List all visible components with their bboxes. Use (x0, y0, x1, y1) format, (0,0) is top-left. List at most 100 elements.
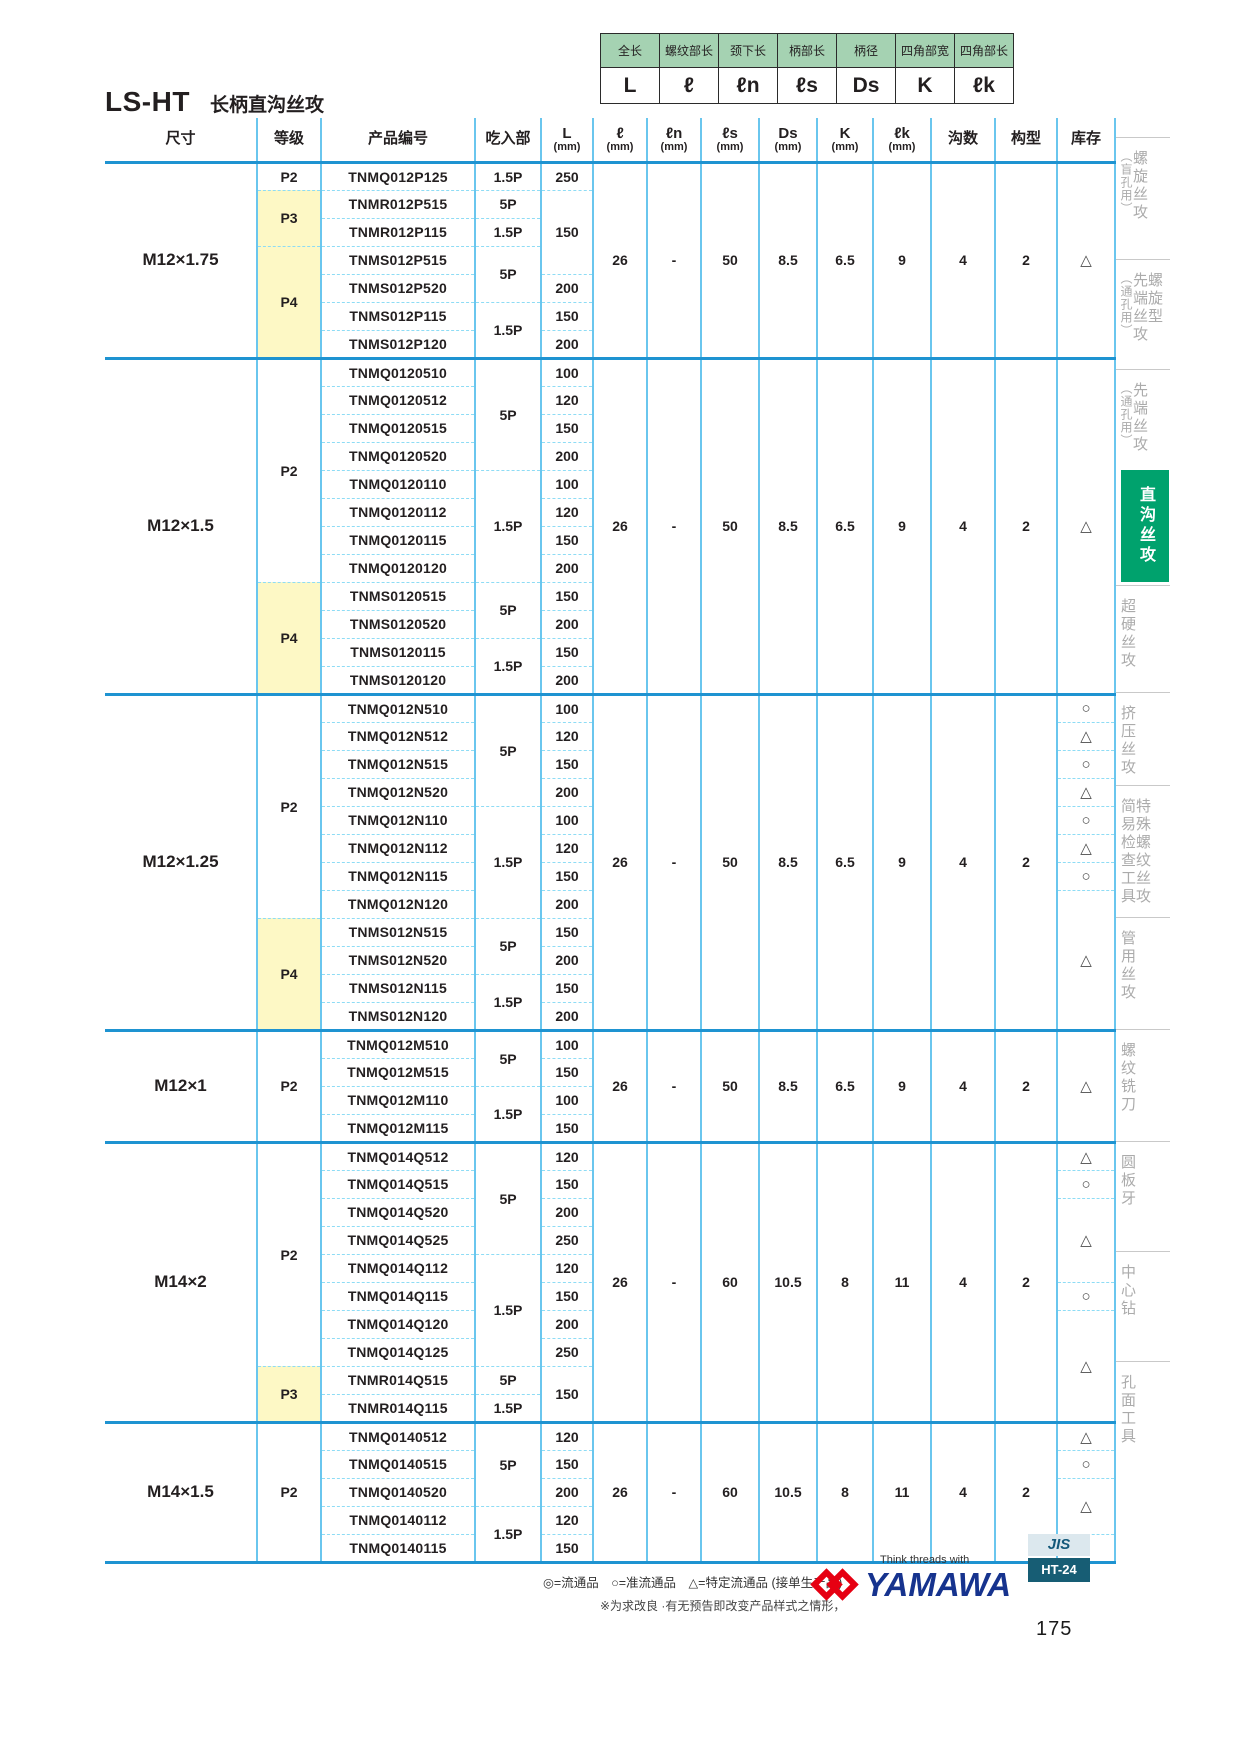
table-row: P3 TNMR012P515 5P 150 (105, 189, 1115, 274)
sidebar-tab-special-thread-tap-inspection-tools[interactable]: 特殊螺纹丝攻 简易检查工具 (1119, 798, 1151, 906)
sidebar-tab-text: （通孔用） (1119, 382, 1133, 447)
col-header-12: 构型 (994, 118, 1058, 164)
spec-label-0: 全长 (600, 33, 660, 68)
cell-chamfer: 5P (474, 1140, 542, 1254)
footer-note: ※为求改良 ·有无预告即改变产品样式之情形， (600, 1599, 846, 1613)
table-row: TNMQ012N115 150 ○ (105, 861, 1116, 890)
sidebar-tab-point-tap-through-hole[interactable]: 先端丝攻 （通孔用） (1119, 382, 1148, 454)
cell-product-number: TNMQ012N112 (320, 833, 476, 862)
cell-overall-length: 150 (540, 1057, 594, 1086)
cell-overall-length: 150 (540, 1533, 594, 1562)
cell-overall-length: 200 (540, 889, 594, 918)
sidebar-tab-forming-tap[interactable]: 挤压丝攻 (1119, 705, 1136, 777)
spec-label-1: 螺纹部长 (659, 33, 719, 68)
cell-stock-symbol: △ (1056, 1309, 1116, 1422)
cell-flutes: 4 (930, 692, 996, 1030)
table-row: TNMQ012N120 200 △ (105, 889, 1116, 1030)
sidebar-tab-thread-mill[interactable]: 螺纹铣刀 (1119, 1042, 1136, 1114)
sidebar-tab-straight-flute-tap[interactable]: 直沟丝攻 (1121, 470, 1169, 582)
page-title: LS-HT 长柄直沟丝攻 (105, 86, 324, 118)
cell-stock-symbol: ○ (1056, 1281, 1116, 1310)
cell-stock-symbol: △ (1056, 160, 1116, 358)
col-header-label: 库存 (1070, 130, 1101, 148)
cell-shank-dia: 8.5 (758, 160, 818, 358)
cell-square-length: 9 (872, 356, 932, 694)
cell-style: 2 (994, 692, 1058, 1030)
cell-overall-length: 150 (540, 973, 594, 1002)
col-header-label: 构型 (1010, 130, 1041, 148)
table-row: M14×1.5 P2 TNMQ0140512 5P 120 26-60 10.5 8 11 4 2 △ (104, 1420, 1116, 1562)
cell-shank-dia: 10.5 (758, 1420, 818, 1562)
cell-product-number: TNMR012P115 (320, 217, 476, 246)
yamawa-diamond-logo-icon (810, 1566, 862, 1615)
cell-product-number: TNMS012P120 (320, 329, 476, 358)
cell-overall-length: 120 (540, 1505, 594, 1534)
spec-label-2: 颈下长 (718, 33, 778, 68)
table-row: TNMQ012M110 1.5P 100 (105, 1085, 1115, 1142)
cell-product-number: TNMQ0140520 (320, 1477, 476, 1506)
cell-product-number: TNMR014Q115 (320, 1393, 476, 1422)
cell-chamfer: 1.5P (474, 301, 542, 358)
table-row: TNMS012P120 200 (105, 329, 1115, 358)
cell-stock-symbol: △ (1056, 1420, 1116, 1450)
sidebar-tab-text: 螺纹铣刀 (1119, 1042, 1136, 1114)
cell-grade: P2 (256, 692, 322, 918)
sidebar-tab-text: 直沟丝攻 (1137, 486, 1154, 566)
sidebar-tab-spiral-tap-blind-hole[interactable]: 螺旋丝攻 （盲孔用） (1119, 150, 1148, 222)
table-row: TNMQ014Q120 200 △ (105, 1309, 1116, 1422)
cell-thread-length: 26 (592, 1140, 648, 1422)
cell-square-width: 6.5 (816, 692, 874, 1030)
table-row: TNMQ0120112 120 (105, 497, 1115, 526)
col-header-label: K (839, 124, 851, 142)
table-row: TNMQ0120115 150 (105, 525, 1115, 554)
cell-thread-length: 26 (592, 1420, 648, 1562)
cell-product-number: TNMQ012M115 (320, 1113, 476, 1142)
sidebar-tab-rule (1116, 917, 1170, 918)
cell-overall-length: 150 (540, 413, 594, 442)
cell-product-number: TNMS012N515 (320, 917, 476, 946)
cell-stock-symbol: ○ (1056, 861, 1116, 890)
sidebar-tab-rule (1116, 585, 1170, 586)
cell-thread-length: 26 (592, 692, 648, 1030)
brand-name: YAMAWA (865, 1566, 1012, 1603)
cell-thread-length: 26 (592, 356, 648, 694)
col-header-5: ℓ (mm) (592, 118, 648, 164)
cell-overall-length: 250 (540, 1225, 594, 1254)
cell-neck-length: - (646, 356, 702, 694)
sidebar-tab-point-spiral-tap-through-hole[interactable]: 螺旋型 先端丝攻 （通孔用） (1119, 272, 1163, 344)
cell-square-width: 6.5 (816, 160, 874, 358)
sidebar-tab-rule (1116, 259, 1170, 260)
footer-legend: ◎=流通品 ○=准流通品 △=特定流通品 (接单生产品) (543, 1576, 843, 1590)
cell-overall-length: 200 (540, 1197, 594, 1226)
table-row: TNMS0120120 200 (105, 665, 1115, 694)
sidebar-tab-rule (1116, 1251, 1170, 1252)
cell-shank-dia: 10.5 (758, 1140, 818, 1422)
cell-size: M14×1.5 (104, 1420, 258, 1562)
cell-chamfer: 5P (474, 1420, 542, 1506)
table-row: TNMQ014Q520 200 △ (105, 1197, 1116, 1282)
cell-shank-length: 50 (700, 356, 760, 694)
cell-product-number: TNMQ012N510 (320, 692, 476, 722)
sidebar-tab-carbide-tap[interactable]: 超硬丝攻 (1119, 598, 1136, 670)
cell-product-number: TNMR012P515 (320, 189, 476, 218)
cell-product-number: TNMS0120515 (320, 581, 476, 610)
cell-chamfer: 1.5P (474, 1393, 542, 1422)
sidebar-tab-hole-surface-tools[interactable]: 孔面工具 (1119, 1374, 1136, 1446)
cell-chamfer: 1.5P (474, 1085, 542, 1142)
col-header-10: ℓk (mm) (872, 118, 932, 164)
cell-style: 2 (994, 1140, 1058, 1422)
cell-grade: P2 (256, 160, 322, 190)
sidebar-tab-text: 简易检查工具 (1119, 798, 1136, 906)
sidebar-tab-pipe-tap[interactable]: 管用丝攻 (1119, 930, 1136, 1002)
spec-label-4: 柄径 (836, 33, 896, 68)
sidebar-tab-center-drill[interactable]: 中心钻 (1119, 1264, 1136, 1318)
cell-square-length: 11 (872, 1420, 932, 1562)
col-header-4: L (mm) (540, 118, 594, 164)
table-row: P4 TNMS0120515 5P 150 (105, 581, 1115, 694)
cell-stock-symbol: △ (1056, 1197, 1116, 1282)
spec-label-5: 四角部宽 (895, 33, 955, 68)
sidebar-tab-round-die[interactable]: 圆板牙 (1119, 1154, 1136, 1208)
cell-overall-length: 120 (540, 721, 594, 750)
cell-thread-length: 26 (592, 160, 648, 358)
